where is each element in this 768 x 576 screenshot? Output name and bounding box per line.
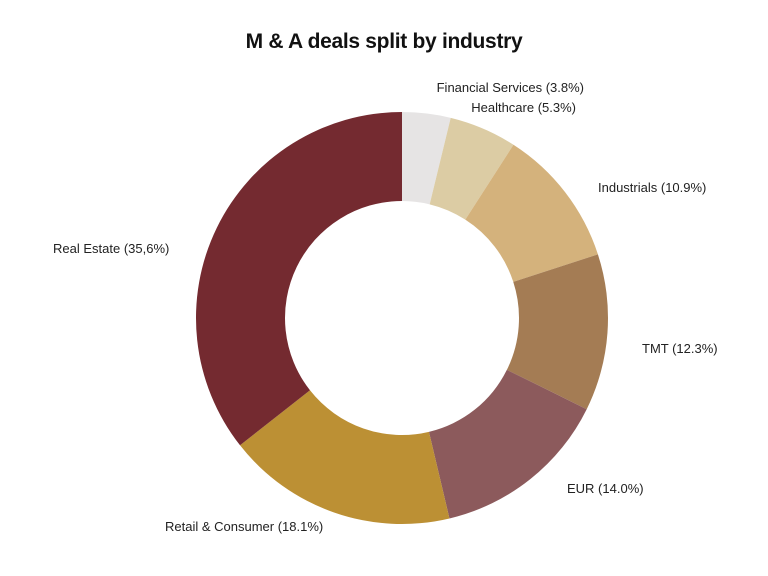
slice-tmt [506, 254, 608, 410]
slice-financial-services [402, 112, 451, 205]
label-real-estate: Real Estate (35,6%) [53, 241, 169, 256]
label-tmt: TMT (12.3%) [642, 341, 718, 356]
slice-labels: Financial Services (3.8%) Healthcare (5.3… [53, 80, 718, 534]
slice-real-estate [196, 111, 402, 446]
slice-healthcare [429, 117, 514, 220]
label-eur: EUR (14.0%) [567, 481, 644, 496]
slice-eur [428, 369, 587, 519]
label-retail-consumer: Retail & Consumer (18.1%) [165, 519, 323, 534]
label-financial-services: Financial Services (3.8%) [437, 80, 584, 95]
donut-slices [196, 111, 608, 525]
label-healthcare: Healthcare (5.3%) [471, 100, 576, 115]
label-industrials: Industrials (10.9%) [598, 180, 706, 195]
slice-industrials [465, 144, 598, 282]
chart-title: M & A deals split by industry [245, 30, 523, 53]
slice-retail-consumer [240, 390, 450, 525]
